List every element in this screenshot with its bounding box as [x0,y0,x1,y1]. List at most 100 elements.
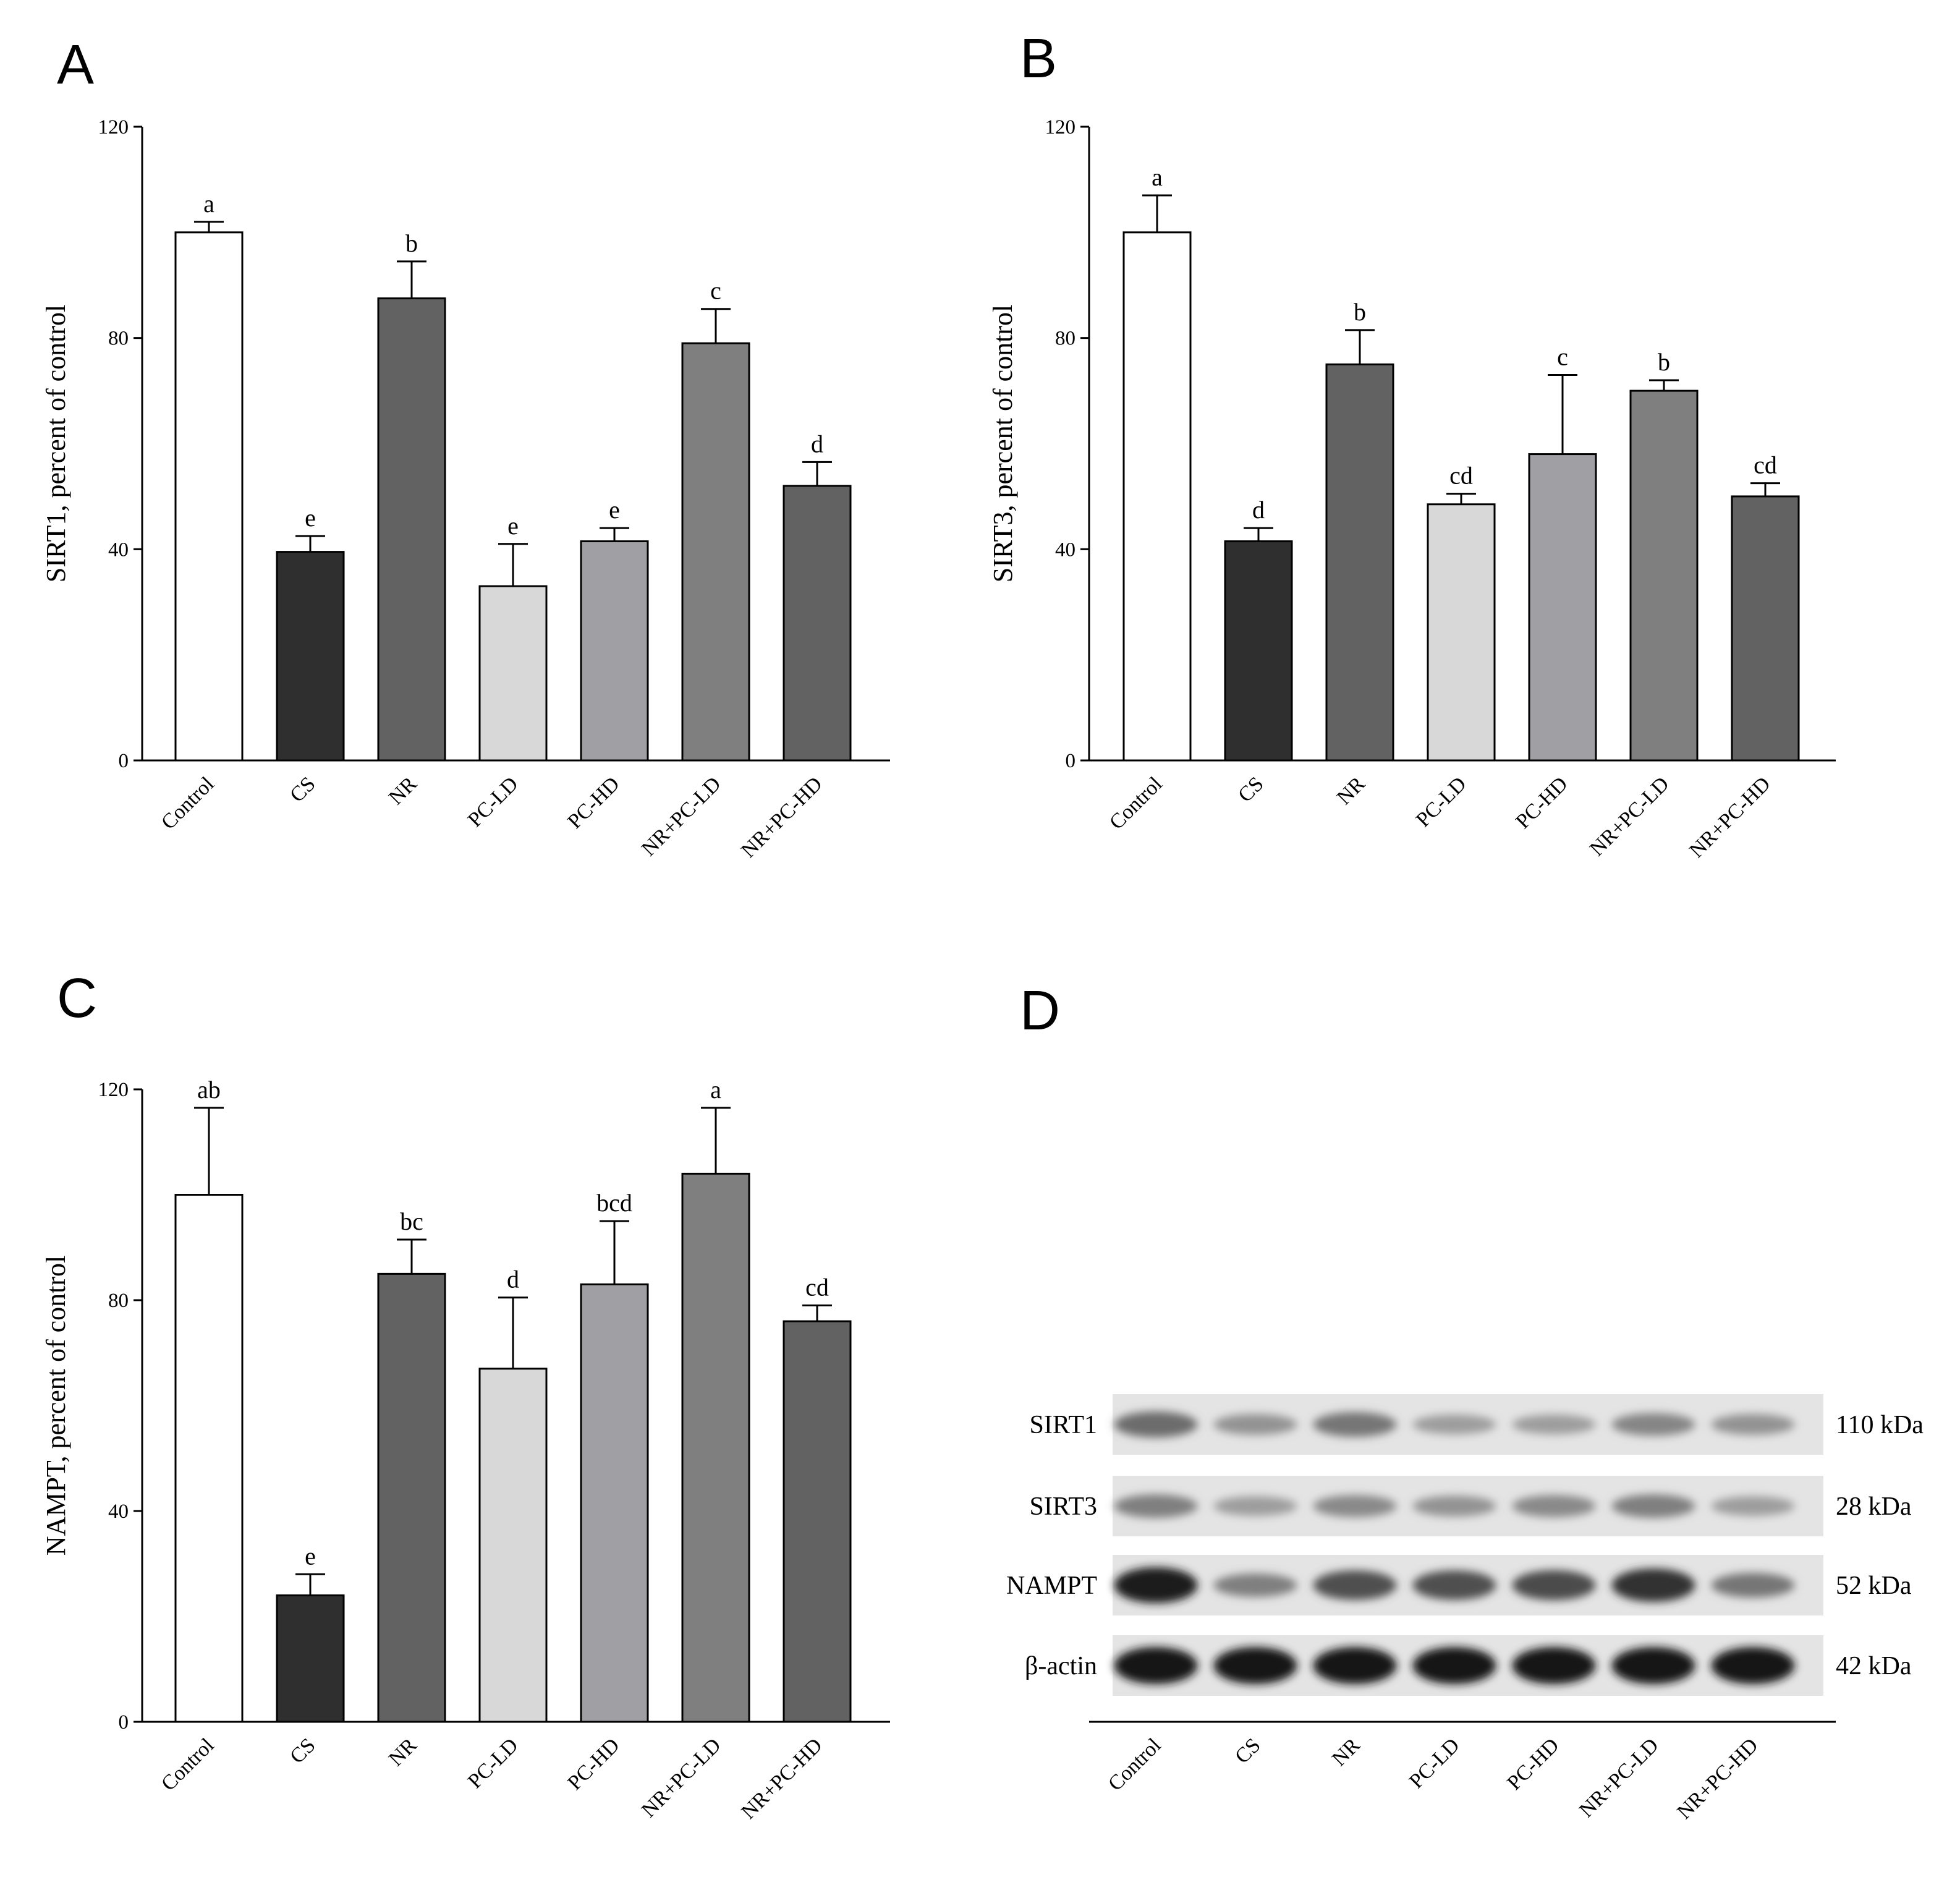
bar-nr-plus-pc-ld [681,342,750,762]
panel-letter-c: C [57,968,97,1029]
blot-band [1114,1494,1198,1518]
significance-label: c [710,277,721,305]
blot-band [1114,1647,1198,1684]
significance-label: e [305,504,316,532]
blot-band [1512,1570,1596,1601]
blot-band [1313,1647,1397,1684]
y-tick-label: 120 [1045,116,1076,138]
bar-cs [1224,540,1293,762]
bar-pc-ld [1427,503,1496,762]
bar-cs [276,551,345,762]
y-tick-label: 80 [108,328,129,350]
significance-label: cd [1449,462,1473,490]
blot-band [1313,1412,1397,1437]
y-tick-label: 120 [98,1079,129,1101]
significance-label: c [1557,343,1568,370]
bar-nr-plus-pc-hd [783,485,852,762]
blot-band [1412,1647,1496,1684]
blot-band [1711,1647,1795,1684]
y-tick-label: 40 [108,1500,129,1523]
panel-letter-d: D [1020,980,1060,1042]
y-tick-label: 0 [119,750,129,772]
blot-protein-label: β-actin [1025,1652,1097,1680]
significance-label: bc [400,1207,423,1235]
y-tick-label: 40 [108,538,129,561]
blot-band [1213,1573,1297,1597]
significance-label: e [305,1542,316,1570]
y-tick-label: 120 [98,116,129,138]
bar-nr-plus-pc-ld [681,1172,750,1723]
significance-label: b [1658,348,1670,376]
bar-pc-hd [580,1283,649,1723]
bar-cs [276,1594,345,1723]
blot-band [1512,1495,1596,1517]
significance-label: e [609,496,620,524]
blot-band [1611,1568,1695,1602]
significance-label: ab [197,1076,221,1104]
blot-size-label: 110 kDa [1836,1411,1924,1439]
bar-nr [377,1272,446,1723]
significance-label: a [710,1076,721,1104]
y-tick-label: 80 [108,1290,129,1312]
blot-band [1213,1414,1297,1435]
blot-band [1412,1496,1496,1517]
panel-letter-a: A [57,34,94,96]
significance-label: cd [805,1274,829,1301]
blot-size-label: 52 kDa [1836,1572,1912,1600]
blot-band [1512,1415,1596,1434]
blot-band [1313,1495,1397,1517]
significance-label: d [811,430,823,458]
blot-band [1611,1413,1695,1436]
blot-band [1711,1414,1795,1435]
bar-nr [1325,363,1394,762]
bar-pc-ld [478,585,548,762]
significance-label: d [507,1266,519,1293]
blot-band [1213,1496,1297,1516]
bar-nr [377,297,446,762]
blot-band [1711,1496,1795,1516]
significance-label: a [1152,163,1163,191]
blot-protein-label: SIRT3 [1030,1492,1098,1521]
bar-nr-plus-pc-hd [1731,495,1800,762]
blot-band [1114,1411,1198,1437]
bar-control [1122,231,1192,762]
panel-letter-b: B [1020,28,1057,90]
bar-control [174,231,244,762]
blot-band [1412,1570,1496,1600]
y-axis-title: SIRT1, percent of control [41,305,71,582]
bar-control [174,1194,244,1723]
bar-pc-ld [478,1368,548,1723]
significance-label: a [203,190,214,218]
bar-nr-plus-pc-ld [1629,389,1699,762]
blot-size-label: 42 kDa [1836,1652,1912,1680]
significance-label: e [507,512,519,540]
significance-label: bcd [596,1189,632,1217]
significance-label: cd [1754,451,1777,479]
blot-band [1313,1570,1397,1600]
y-tick-label: 40 [1055,538,1075,561]
y-axis-title: SIRT3, percent of control [988,305,1018,582]
significance-label: b [1354,298,1366,326]
panel-d: D SIRT1 110 kDa SIRT3 28 kDa NAMPT 52 kDa β-act… [1006,980,1924,1824]
blot-band [1412,1415,1496,1434]
bar-pc-hd [580,540,649,762]
significance-label: d [1252,496,1265,524]
y-tick-label: 0 [119,1711,129,1734]
significance-label: b [405,229,418,257]
y-axis-title: NAMPT, percent of control [41,1256,71,1556]
bar-nr-plus-pc-hd [783,1320,852,1723]
blot-band [1213,1647,1297,1684]
blot-protein-label: SIRT1 [1030,1411,1098,1439]
blot-band [1611,1494,1695,1518]
blot-band [1114,1567,1198,1603]
blot-size-label: 28 kDa [1836,1492,1912,1521]
bar-pc-hd [1528,453,1597,762]
y-tick-label: 0 [1066,750,1076,772]
blot-band [1512,1647,1596,1684]
blot-band [1611,1647,1695,1684]
blot-band [1711,1573,1795,1598]
blot-protein-label: NAMPT [1006,1572,1097,1600]
